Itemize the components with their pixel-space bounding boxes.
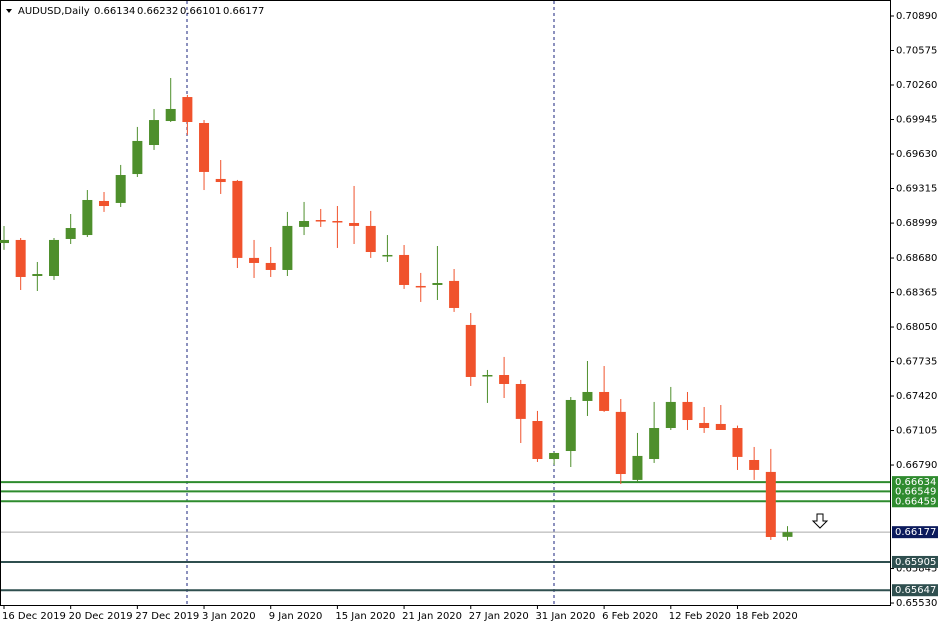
menu-triangle[interactable] [6, 9, 12, 13]
candle-body [265, 262, 276, 270]
y-tick-label: 0.68680 [896, 253, 937, 264]
x-tick-label: 21 Jan 2020 [402, 611, 462, 622]
candle-body [749, 459, 760, 470]
x-tick-label: 20 Dec 2019 [69, 611, 133, 622]
candle-body [399, 254, 410, 285]
candle-body [115, 175, 126, 203]
candle-body [565, 399, 576, 452]
candle-body [332, 221, 343, 223]
candle-body [249, 257, 260, 263]
level-label: 0.66634 [895, 477, 936, 488]
plot-frame [0, 0, 891, 606]
header-value: 0.66134 [94, 6, 135, 17]
price-label: 0.66177 [895, 527, 936, 538]
candle-body [499, 375, 510, 384]
candle-body [615, 411, 626, 475]
y-tick-label: 0.70575 [896, 45, 937, 56]
candle-body [465, 324, 476, 377]
candle-body [299, 221, 310, 227]
level-label-box [892, 495, 938, 508]
candle-body [432, 283, 443, 285]
candle-body [149, 120, 160, 146]
candle-body [0, 239, 9, 244]
x-tick-label: 18 Feb 2020 [735, 611, 797, 622]
level-label: 0.66459 [895, 496, 936, 507]
candle-body [549, 452, 560, 460]
candle-body [649, 428, 660, 460]
y-tick-label: 0.65530 [896, 598, 937, 609]
candle-body [65, 228, 76, 239]
y-tick-label: 0.68999 [896, 218, 937, 229]
candle-body [182, 97, 193, 123]
candle-body [282, 225, 293, 270]
y-tick-label: 0.68365 [896, 288, 937, 299]
level-label-box [892, 555, 938, 568]
x-tick-label: 27 Jan 2020 [469, 611, 529, 622]
candle-body [132, 140, 143, 175]
candle-body [215, 178, 226, 183]
candle-body [349, 222, 360, 226]
header-value: 0.66232 [137, 6, 178, 17]
candle-body [15, 239, 26, 277]
header-values: 0.66134 0.66232 0.66101 0.66177 [94, 6, 264, 17]
candle-body [165, 108, 176, 122]
candle-body [782, 532, 793, 537]
candle-body [515, 383, 526, 419]
candle-body [365, 225, 376, 253]
candle-body [582, 391, 593, 401]
y-tick-label: 0.66790 [896, 460, 937, 471]
candle-body [49, 239, 60, 276]
x-tick-label: 27 Dec 2019 [135, 611, 199, 622]
sell-arrow [811, 513, 829, 529]
candle-body [715, 423, 726, 430]
candle-body [482, 375, 493, 377]
x-tick-label: 9 Jan 2020 [269, 611, 323, 622]
level-label-box [892, 476, 938, 489]
x-tick-label: 31 Jan 2020 [535, 611, 595, 622]
candle-body [199, 122, 210, 172]
candle-body [232, 180, 243, 258]
chart-title: AUDUSD,Daily [18, 6, 90, 17]
y-tick-label: 0.65845 [896, 564, 937, 575]
candle-body [599, 391, 610, 411]
level-label: 0.66549 [895, 486, 936, 497]
candle-body [682, 401, 693, 421]
candle-body [532, 421, 543, 460]
y-tick-label: 0.70890 [896, 11, 937, 22]
candle-body [449, 280, 460, 308]
y-tick-label: 0.67105 [896, 426, 937, 437]
candle-body [632, 455, 643, 480]
y-tick-label: 0.70260 [896, 80, 937, 91]
y-tick-label: 0.67420 [896, 391, 937, 402]
candle-body [415, 285, 426, 288]
y-tick-label: 0.69945 [896, 114, 937, 125]
candle-body [732, 428, 743, 457]
y-tick-label: 0.69630 [896, 149, 937, 160]
x-tick-label: 12 Feb 2020 [669, 611, 731, 622]
candle-body [315, 220, 326, 222]
header-value: 0.66177 [223, 6, 264, 17]
x-tick-label: 16 Dec 2019 [2, 611, 66, 622]
header-value: 0.66101 [180, 6, 221, 17]
candle-body [382, 254, 393, 257]
candle-body [765, 471, 776, 537]
candle-body [699, 422, 710, 429]
level-label: 0.65905 [895, 557, 936, 568]
y-tick-label: 0.69315 [896, 183, 937, 194]
candle-body [99, 200, 110, 207]
level-label: 0.65647 [895, 585, 936, 596]
x-tick-label: 6 Feb 2020 [602, 611, 658, 622]
level-label-box [892, 485, 938, 498]
x-tick-label: 15 Jan 2020 [335, 611, 395, 622]
x-tick-label: 3 Jan 2020 [202, 611, 256, 622]
candle-body [32, 274, 43, 276]
price-label-box [892, 526, 938, 539]
level-label-box [892, 584, 938, 597]
candle-body [665, 401, 676, 429]
candle-body [82, 199, 93, 236]
y-tick-label: 0.68050 [896, 322, 937, 333]
y-tick-label: 0.67735 [896, 357, 937, 368]
